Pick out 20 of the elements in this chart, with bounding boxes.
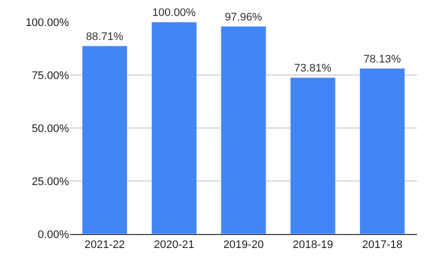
y-tick-label: 0.00% [38, 228, 70, 241]
data-label: 97.96% [224, 11, 262, 24]
y-tick-label: 25.00% [32, 176, 70, 188]
bar [82, 46, 128, 234]
bar [220, 26, 266, 234]
y-tick-label: 100.00% [26, 16, 70, 29]
bar [151, 22, 197, 234]
y-tick-label: 75.00% [32, 70, 70, 82]
x-tick-label: 2018-19 [292, 239, 334, 252]
data-label: 100.00% [152, 7, 196, 19]
data-label: 73.81% [294, 62, 332, 75]
bar [360, 68, 406, 234]
data-label: 88.71% [86, 30, 124, 43]
bar [290, 77, 336, 234]
data-label: 78.13% [364, 53, 402, 66]
y-tick-label: 50.00% [32, 122, 70, 135]
x-tick-label: 2017-18 [362, 239, 402, 252]
x-tick-label: 2019-20 [223, 239, 264, 252]
x-tick-label: 2021-22 [84, 239, 125, 252]
x-tick-label: 2020-21 [154, 239, 194, 252]
